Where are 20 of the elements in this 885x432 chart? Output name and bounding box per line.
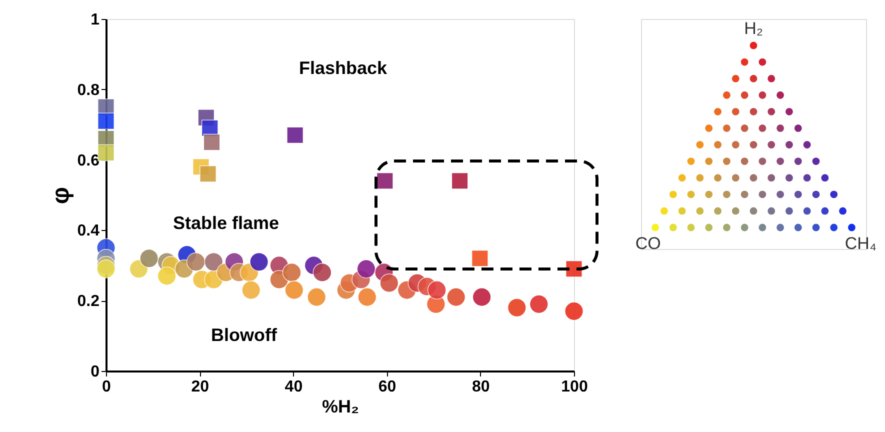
y-tick-label: 1 xyxy=(90,12,100,28)
category-label: CO xyxy=(635,234,661,254)
y-tick-label: 0 xyxy=(90,364,100,380)
category-label: H₂ xyxy=(744,18,763,38)
x-tick-label: 80 xyxy=(472,378,490,396)
y-tick-label: 0.6 xyxy=(77,152,100,170)
x-tick-label: 40 xyxy=(284,378,303,396)
annotation: Blowoff xyxy=(211,325,278,345)
category-label: CH₄ xyxy=(844,234,876,254)
annotation: Stable flame xyxy=(172,213,280,233)
x-tick-label: 20 xyxy=(191,378,210,396)
x-tick-label: 100 xyxy=(561,378,588,396)
annotation: Flashback xyxy=(298,58,388,78)
y-axis-title: φ xyxy=(47,186,74,204)
y-tick-label: 0.4 xyxy=(77,222,100,240)
x-tick-label: 0 xyxy=(102,378,112,396)
y-tick-label: 0.8 xyxy=(77,82,100,99)
x-axis-title: %H₂ xyxy=(322,396,360,416)
x-tick-label: 60 xyxy=(378,378,396,396)
y-tick-label: 0.2 xyxy=(77,293,100,310)
